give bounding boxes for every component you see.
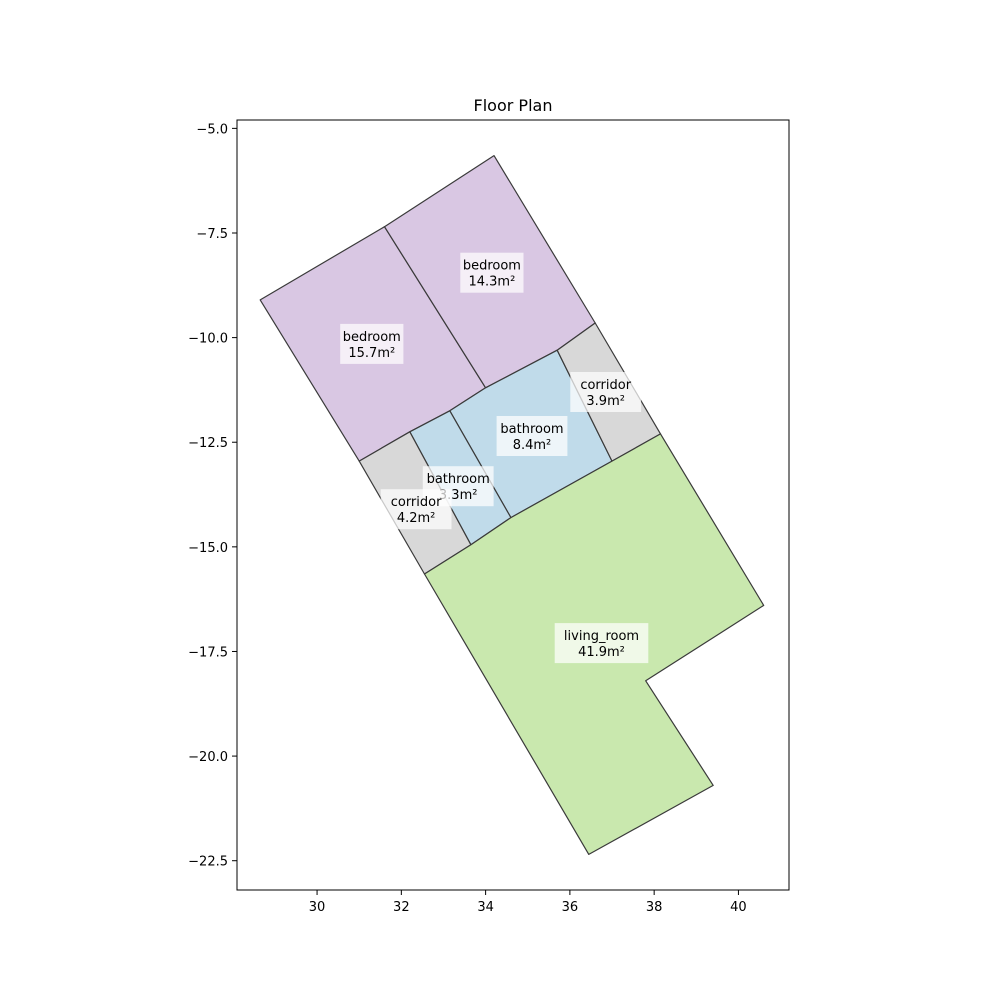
room-label-box	[340, 323, 404, 364]
room-name-label: bathroom	[427, 472, 490, 487]
room-area-label: 4.2m²	[397, 511, 436, 526]
y-tick-label: −10.0	[188, 332, 228, 347]
room-area-label: 14.3m²	[468, 275, 515, 290]
room-name-label: bedroom	[463, 259, 521, 274]
y-tick-label: −12.5	[188, 436, 228, 451]
x-tick-label: 38	[646, 900, 663, 915]
y-tick-label: −7.5	[196, 227, 228, 242]
room-area-label: 8.4m²	[513, 438, 552, 453]
x-axis-ticks: 30 32 34 36 38 40	[309, 890, 747, 915]
room-label-box	[380, 489, 452, 530]
room-name-label: corridor	[580, 378, 631, 393]
x-tick-label: 40	[730, 900, 747, 915]
room-name-label: bathroom	[500, 422, 563, 437]
room-label-box	[496, 416, 568, 456]
room-label-box	[570, 372, 642, 412]
y-tick-label: −15.0	[188, 541, 228, 556]
room-area-label: 15.7m²	[348, 346, 395, 361]
room-area-label: 41.9m²	[578, 645, 625, 660]
room-name-label: living_room	[564, 629, 639, 644]
x-tick-label: 36	[562, 900, 579, 915]
y-axis-ticks: −5.0 −7.5 −10.0 −12.5 −15.0 −17.5 −20.0 −22.5	[188, 122, 237, 870]
room-labels-layer: bedroom15.7m²bedroom14.3m²bathroom8.4m²b…	[340, 252, 649, 664]
plot-title: Floor Plan	[474, 96, 553, 115]
x-tick-label: 34	[477, 900, 494, 915]
room-area-label: 3.9m²	[586, 394, 625, 409]
y-tick-label: −20.0	[188, 750, 228, 765]
room-name-label: corridor	[391, 495, 442, 510]
room-name-label: bedroom	[343, 330, 401, 345]
x-tick-label: 30	[309, 900, 326, 915]
y-tick-label: −22.5	[188, 855, 228, 870]
y-tick-label: −17.5	[188, 645, 228, 660]
axes-frame	[236, 119, 790, 891]
y-tick-label: −5.0	[196, 122, 228, 137]
room-label-box	[554, 623, 649, 664]
x-tick-label: 32	[393, 900, 410, 915]
room-label-box	[460, 252, 524, 293]
